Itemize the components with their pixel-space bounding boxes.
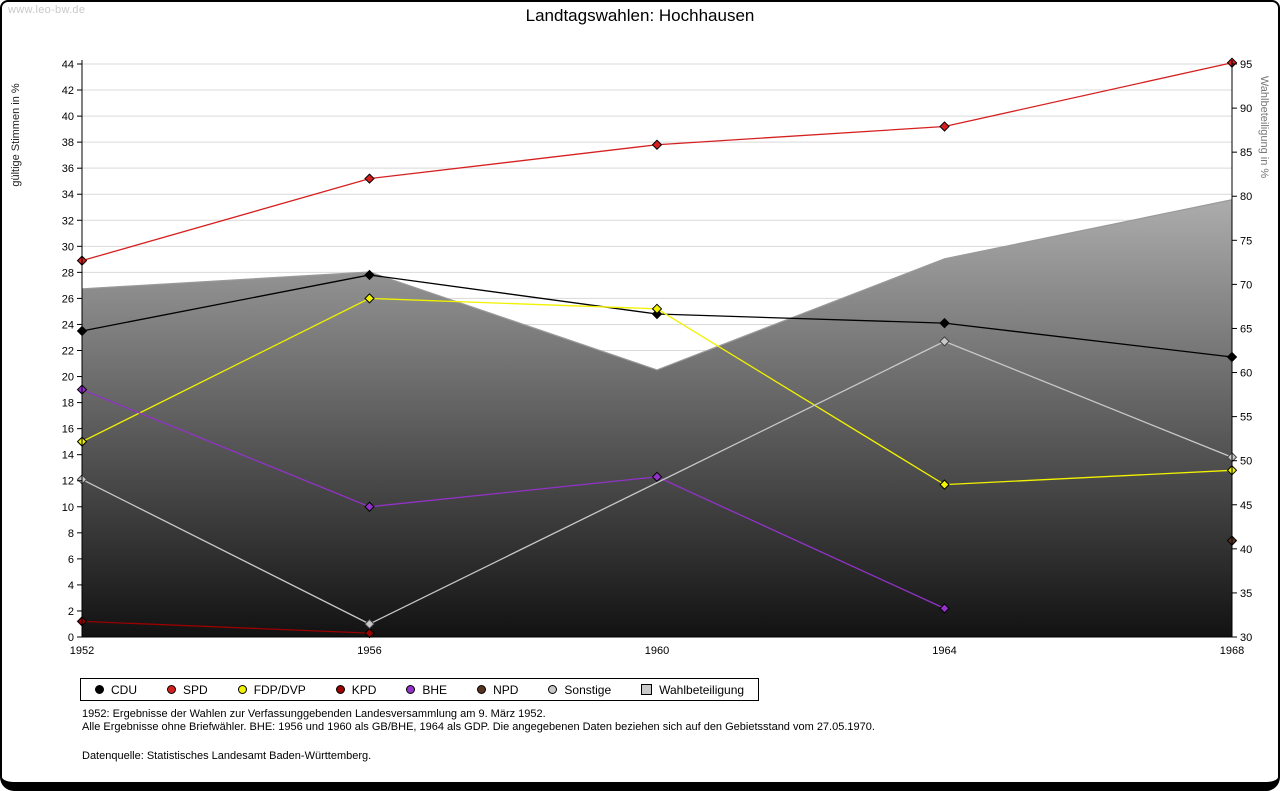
svg-text:26: 26 — [62, 293, 74, 305]
legend-label: BHE — [422, 682, 448, 697]
svg-text:55: 55 — [1240, 412, 1252, 424]
y-axis-right-label: Wahlbeteiligung in % — [1258, 75, 1270, 179]
svg-text:2: 2 — [68, 606, 74, 618]
legend-item-fdp-dvp: FDP/DVP — [237, 682, 306, 697]
svg-text:44: 44 — [62, 59, 74, 71]
svg-text:16: 16 — [62, 424, 74, 436]
svg-text:70: 70 — [1240, 279, 1252, 291]
svg-text:0: 0 — [68, 632, 74, 644]
footnotes-block: 1952: Ergebnisse der Wahlen zur Verfassu… — [82, 708, 875, 763]
series-marker-icon — [237, 685, 247, 694]
turnout-area-swatch-icon — [641, 684, 653, 695]
series-marker-icon — [167, 685, 176, 694]
legend-label: NPD — [493, 682, 519, 697]
svg-text:34: 34 — [62, 189, 74, 201]
legend-item-bhe: BHE — [406, 683, 447, 697]
x-axis-labels: 1952 1956 1960 1964 1968 — [70, 645, 1244, 657]
svg-text:1956: 1956 — [357, 645, 381, 657]
series-area-wahlbeteiligung — [81, 199, 1233, 637]
svg-text:40: 40 — [1240, 544, 1252, 556]
svg-text:42: 42 — [62, 85, 74, 97]
watermark: www.leo-bw.de — [8, 4, 86, 16]
legend-label: CDU — [111, 682, 137, 697]
svg-text:24: 24 — [62, 319, 74, 331]
svg-text:65: 65 — [1240, 323, 1252, 335]
svg-text:50: 50 — [1240, 456, 1252, 468]
footnote-line-1: 1952: Ergebnisse der Wahlen zur Verfassu… — [82, 708, 546, 720]
legend-item-sonstige: Sonstige — [548, 683, 611, 697]
svg-text:95: 95 — [1240, 59, 1252, 71]
series-marker-icon — [548, 685, 558, 694]
right-axis-ticks: 30 35 40 45 50 55 60 65 70 75 80 85 90 95 — [1232, 59, 1252, 644]
y-axis-left-label: gültige Stimmen in % — [10, 83, 22, 187]
legend-item-cdu: CDU — [95, 683, 137, 697]
legend-label: SPD — [183, 682, 208, 697]
legend-item-spd: SPD — [167, 683, 208, 697]
svg-text:38: 38 — [62, 137, 74, 149]
series-markers-bhe — [76, 384, 950, 614]
legend-item-wahlbeteiligung: Wahlbeteiligung — [641, 683, 744, 697]
svg-text:12: 12 — [62, 476, 74, 488]
svg-text:36: 36 — [62, 163, 74, 175]
svg-text:4: 4 — [68, 580, 74, 592]
series-marker-icon — [95, 685, 104, 694]
svg-text:20: 20 — [62, 372, 74, 384]
series-line-spd — [81, 62, 1233, 262]
series-line-sonstige — [81, 340, 1233, 625]
svg-text:35: 35 — [1240, 588, 1252, 600]
series-line-bhe — [81, 388, 945, 609]
footnote-line-2: Alle Ergebnisse ohne Briefwähler. BHE: 1… — [82, 721, 875, 733]
svg-text:14: 14 — [62, 450, 74, 462]
svg-text:18: 18 — [62, 398, 74, 410]
axes — [81, 60, 1233, 638]
svg-text:1960: 1960 — [645, 645, 669, 657]
footnote-spacer — [82, 734, 875, 750]
svg-text:1952: 1952 — [70, 645, 94, 657]
svg-text:1964: 1964 — [932, 645, 956, 657]
svg-text:22: 22 — [62, 346, 74, 358]
legend-label: Sonstige — [564, 682, 612, 697]
svg-text:80: 80 — [1240, 191, 1252, 203]
footnote-source: Datenquelle: Statistisches Landesamt Bad… — [82, 750, 372, 762]
svg-text:90: 90 — [1240, 103, 1252, 115]
svg-text:28: 28 — [62, 267, 74, 279]
svg-text:30: 30 — [62, 241, 74, 253]
svg-text:75: 75 — [1240, 235, 1252, 247]
svg-text:32: 32 — [62, 215, 74, 227]
svg-text:30: 30 — [1240, 632, 1252, 644]
series-marker-icon — [406, 685, 416, 694]
svg-text:40: 40 — [62, 111, 74, 123]
svg-text:10: 10 — [62, 502, 74, 514]
legend-item-npd: NPD — [477, 683, 518, 697]
svg-text:45: 45 — [1240, 500, 1252, 512]
svg-text:85: 85 — [1240, 147, 1252, 159]
page-title: Landtagswahlen: Hochhausen — [525, 6, 755, 25]
legend-label: FDP/DVP — [253, 682, 306, 697]
legend-label: KPD — [351, 682, 377, 697]
svg-text:1968: 1968 — [1220, 645, 1244, 657]
legend-label: Wahlbeteiligung — [659, 682, 745, 697]
series-marker-icon — [335, 685, 345, 694]
series-marker-icon — [477, 685, 487, 694]
svg-text:60: 60 — [1240, 368, 1252, 380]
svg-text:8: 8 — [68, 528, 74, 540]
legend-box: CDU SPD FDP/DVP KPD BHE NPD Sonstige Wahlbeteil… — [80, 678, 760, 701]
left-axis-ticks: 0246810121416182022242628303234363840424… — [62, 59, 82, 644]
svg-text:6: 6 — [68, 554, 74, 566]
legend-item-kpd: KPD — [335, 682, 377, 697]
series-line-kpd — [81, 620, 370, 634]
